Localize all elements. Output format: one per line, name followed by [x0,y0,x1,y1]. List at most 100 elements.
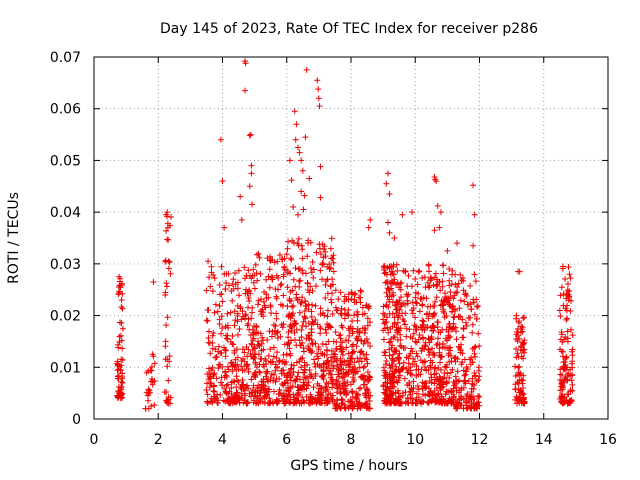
data-point [520,315,527,322]
data-point [388,389,395,396]
data-point [232,392,239,399]
data-point [367,216,374,223]
data-point [301,362,308,369]
data-point [557,371,564,378]
data-point [328,235,335,242]
data-point [242,60,249,67]
data-point [381,372,388,379]
data-point [149,378,156,385]
data-point [346,327,353,334]
data-point [357,355,364,362]
data-point [439,278,446,285]
data-point [445,388,452,395]
data-point [390,358,397,365]
data-point [279,302,286,309]
data-point [267,256,274,263]
data-point [227,338,234,345]
data-point [474,303,481,310]
data-point [300,348,307,355]
data-point [399,310,406,317]
data-point [294,390,301,397]
data-point [300,206,307,213]
data-point [366,397,373,404]
data-point [285,329,292,336]
data-point [252,261,259,268]
data-point [338,339,345,346]
data-point [304,286,311,293]
data-point [470,182,477,189]
data-point [274,328,281,335]
data-point [340,351,347,358]
data-point [292,136,299,143]
data-point [434,202,441,209]
data-point [446,374,453,381]
y-tick-label: 0.07 [50,50,81,66]
data-point [324,263,331,270]
data-point [381,349,388,356]
data-point [317,385,324,392]
data-point [280,321,287,328]
data-point [439,301,446,308]
data-point [293,376,300,383]
data-point [420,294,427,301]
data-point [330,268,337,275]
data-point [452,373,459,380]
data-point [564,328,571,335]
data-point [345,361,352,368]
data-point [421,358,428,365]
data-point [329,255,336,262]
data-point [300,369,307,376]
data-point [365,224,372,231]
data-point [450,295,457,302]
data-point [248,353,255,360]
data-point [390,334,397,341]
data-point [431,312,438,319]
data-point [224,336,231,343]
data-point [164,314,171,321]
data-point [454,289,461,296]
data-point [301,307,308,314]
data-point [297,277,304,284]
data-point [308,329,315,336]
data-point [224,310,231,317]
data-point [383,279,390,286]
data-point [473,296,480,303]
data-point [417,357,424,364]
data-point [389,368,396,375]
data-point [454,240,461,247]
data-point [206,274,213,281]
data-point [563,354,570,361]
data-point [255,382,262,389]
data-point [341,293,348,300]
data-point [246,272,253,279]
data-point [305,382,312,389]
data-point [266,395,273,402]
data-point [352,290,359,297]
data-point [383,314,390,321]
data-point [292,397,299,404]
data-point [225,282,232,289]
data-point [471,271,478,278]
data-point [287,337,294,344]
data-point [245,368,252,375]
data-point [512,363,519,370]
data-point [227,400,234,407]
data-point [316,241,323,248]
data-point [338,305,345,312]
data-point [410,378,417,385]
data-point [431,303,438,310]
data-point [446,282,453,289]
data-point [435,329,442,336]
data-point [216,281,223,288]
data-point [204,391,211,398]
data-point [516,377,523,384]
data-point [290,276,297,283]
data-point [205,376,212,383]
data-point [366,319,373,326]
data-point [166,353,173,360]
data-point [414,353,421,360]
data-point [299,339,306,346]
data-point [324,347,331,354]
data-point [298,188,305,195]
data-point [564,315,571,322]
